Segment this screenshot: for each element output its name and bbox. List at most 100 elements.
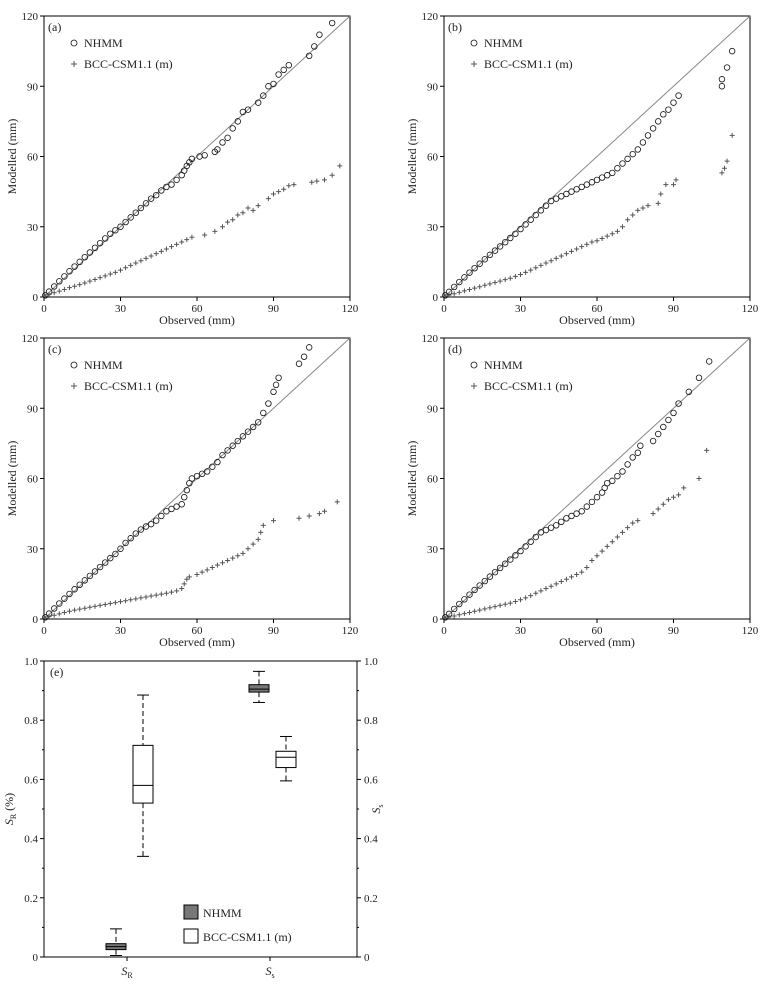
bcc-point xyxy=(245,546,251,552)
x-tick-label: 60 xyxy=(192,625,204,637)
nhmm-point xyxy=(285,61,292,69)
bcc-box-sr xyxy=(132,694,154,857)
y-axis-label-right: Ss xyxy=(369,804,385,813)
y-tick-label: 30 xyxy=(427,222,439,234)
y-tick-label: 120 xyxy=(22,333,39,345)
bcc-point xyxy=(676,492,682,498)
bcc-point xyxy=(523,269,529,275)
bcc-point xyxy=(189,234,195,240)
bcc-point xyxy=(209,564,215,570)
bcc-point xyxy=(314,178,320,184)
nhmm-point xyxy=(466,269,473,276)
bcc-point xyxy=(143,255,149,261)
bcc-point xyxy=(329,172,335,178)
x-tick-label: 60 xyxy=(592,303,604,315)
scatter-panel-3: 0 30 60 90 120 0 30 60 90 120 Observed (mm) Modelle… xyxy=(5,333,359,649)
y-tick-label: 90 xyxy=(27,81,39,93)
nhmm-point xyxy=(476,260,483,267)
y-tick-label: 90 xyxy=(427,403,439,415)
nhmm-point xyxy=(578,183,585,191)
nhmm-point xyxy=(583,503,590,510)
bcc-point xyxy=(579,569,585,575)
y-tick-label-left: 0.2 xyxy=(24,893,38,905)
x-tick-label: 30 xyxy=(515,303,527,315)
bcc-point xyxy=(128,597,134,603)
nhmm-point xyxy=(578,508,585,515)
nhmm-point xyxy=(718,76,726,83)
legend-swatch-bcc xyxy=(183,928,199,944)
nhmm-point xyxy=(81,253,88,261)
nhmm-point xyxy=(260,409,267,417)
nhmm-point xyxy=(51,605,58,612)
bcc-point xyxy=(87,278,93,284)
bcc-point xyxy=(574,246,580,252)
bcc-point xyxy=(472,285,478,291)
bcc-point xyxy=(487,281,493,287)
nhmm-point xyxy=(260,92,267,99)
nhmm-point xyxy=(214,146,221,153)
boxplot-panel: 0 0 0.2 0.2 0.4 0.4 0.6 0.6 0.8 0.8 1.0 1.0 (e) SR Ss N… xyxy=(2,656,385,980)
bcc-point xyxy=(148,253,154,259)
bcc-point xyxy=(163,590,169,596)
bcc-point xyxy=(625,525,631,531)
nhmm-point xyxy=(255,99,262,106)
nhmm-point xyxy=(86,572,94,580)
nhmm-point xyxy=(471,586,478,594)
bcc-point xyxy=(724,158,730,164)
nhmm-point xyxy=(486,573,494,580)
y-tick-label-left: 0.6 xyxy=(24,774,38,786)
nhmm-point xyxy=(718,83,726,90)
nhmm-point xyxy=(66,268,73,275)
nhmm-point xyxy=(624,155,631,163)
bcc-point xyxy=(594,238,600,244)
bcc-point xyxy=(61,287,67,293)
nhmm-point xyxy=(512,552,519,559)
legend-label-bcc: BCC-CSM1.1 (m) xyxy=(84,57,173,71)
nhmm-point xyxy=(527,216,534,223)
bcc-point xyxy=(148,593,154,599)
nhmm-point xyxy=(660,423,667,431)
bcc-point xyxy=(225,219,231,225)
bcc-point xyxy=(528,267,534,273)
bcc-point xyxy=(204,567,210,573)
bcc-point xyxy=(56,288,62,294)
nhmm-point xyxy=(56,600,63,607)
nhmm-point xyxy=(188,155,196,163)
bcc-point xyxy=(153,251,159,257)
y-tick-label-right: 0.4 xyxy=(364,834,378,846)
bcc-point xyxy=(523,595,529,601)
x-category-label: Ss xyxy=(265,964,274,980)
bcc-point xyxy=(507,275,513,281)
bcc-point xyxy=(286,183,292,189)
legend-circle-marker xyxy=(70,39,78,47)
nhmm-point xyxy=(542,202,550,209)
nhmm-point xyxy=(655,118,662,125)
bcc-point xyxy=(265,196,271,202)
bcc-point xyxy=(225,557,231,563)
iqr-box xyxy=(132,744,154,804)
bcc-point xyxy=(658,191,664,197)
legend-plus-marker xyxy=(71,383,77,389)
nhmm-point xyxy=(456,278,463,286)
iqr-box xyxy=(275,750,297,769)
bcc-point xyxy=(133,260,139,266)
bcc-point xyxy=(202,232,208,238)
nhmm-point xyxy=(101,235,109,242)
legend-label-bcc: BCC-CSM1.1 (m) xyxy=(484,57,573,71)
nhmm-point xyxy=(244,106,252,113)
bcc-point xyxy=(584,241,590,247)
bcc-point xyxy=(533,590,539,596)
nhmm-point xyxy=(568,512,575,520)
legend-circle-marker xyxy=(470,361,478,369)
bcc-point xyxy=(212,228,218,234)
nhmm-point xyxy=(270,80,277,88)
nhmm-point xyxy=(466,591,473,598)
y-tick-label-right: 0 xyxy=(364,952,370,964)
nhmm-point xyxy=(563,190,570,198)
bcc-point xyxy=(569,574,574,580)
legend-plus-marker xyxy=(71,61,77,67)
bcc-point xyxy=(461,288,467,294)
bcc-point xyxy=(467,287,472,293)
bcc-point xyxy=(650,511,656,517)
nhmm-point xyxy=(491,568,499,576)
